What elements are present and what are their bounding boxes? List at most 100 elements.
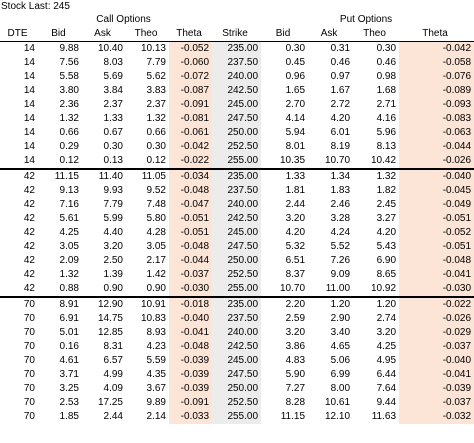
cell-put-theta: -0.063	[399, 126, 474, 140]
cell-put-ask: 5.06	[330, 355, 351, 366]
cell-put-theta: -0.042	[399, 41, 474, 56]
cell-put-bid: 6.51	[285, 255, 306, 266]
cell-put-theta: -0.026	[399, 154, 474, 169]
cell-put-bid: 7.27	[285, 383, 306, 394]
cell-dte: 14	[23, 113, 35, 124]
cell-dte: 42	[23, 213, 35, 224]
cell-call-bid: 9.88	[59, 43, 79, 54]
table-row: 14 0.66 0.67 0.66 -0.061 250.00 5.94 6.01 5.96 -0…	[0, 126, 474, 140]
cell-dte: 42	[23, 241, 35, 252]
cell-put-ask: 7.26	[330, 255, 351, 266]
table-row: 70 1.85 2.44 2.14 -0.033 255.00 11.15 12.10 11.6…	[0, 410, 474, 424]
cell-put-theo: 0.30	[376, 43, 397, 54]
cell-strike: 240.00	[212, 198, 262, 212]
table-row: 14 3.80 3.84 3.83 -0.087 242.50 1.65 1.67 1.68 -0…	[0, 84, 474, 98]
table-row: 14 0.12 0.13 0.12 -0.022 255.00 10.35 10.70 10.4…	[0, 154, 474, 169]
table-row: 42 7.16 7.79 7.48 -0.047 240.00 2.44 2.46 2.45 -0…	[0, 198, 474, 212]
cell-call-theo: 1.42	[146, 269, 166, 280]
cell-put-ask: 10.70	[325, 155, 351, 166]
cell-put-theta: -0.029	[399, 326, 474, 340]
cell-dte: 70	[23, 341, 35, 352]
header-call-theo: Theo	[126, 27, 169, 42]
header-call-bid: Bid	[38, 27, 82, 42]
cell-put-ask: 6.01	[330, 127, 351, 138]
cell-put-theo: 0.98	[376, 71, 397, 82]
cell-call-theta: -0.051	[169, 212, 213, 226]
cell-dte: 70	[23, 355, 35, 366]
cell-call-bid: 2.36	[59, 99, 79, 110]
cell-call-bid: 2.53	[59, 397, 79, 408]
cell-call-theo: 2.17	[146, 255, 166, 266]
cell-put-theta: -0.032	[399, 410, 474, 424]
cell-put-ask: 0.97	[330, 71, 351, 82]
cell-call-bid: 4.25	[59, 227, 79, 238]
cell-call-theo: 11.05	[126, 168, 169, 184]
cell-strike: 235.00	[212, 296, 262, 312]
column-header-row: DTE Bid Ask Theo Theta Strike Bid Ask Th…	[0, 27, 474, 42]
cell-call-theta: -0.061	[169, 126, 213, 140]
cell-call-theo: 0.66	[146, 127, 166, 138]
cell-dte: 70	[23, 411, 35, 422]
cell-put-theo: 1.68	[376, 85, 397, 96]
cell-put-bid: 4.83	[285, 355, 306, 366]
options-table-body: 14 9.88 10.40 10.13 -0.052 235.00 0.30 0.31 0.30…	[0, 41, 474, 424]
cell-call-ask: 11.40	[82, 168, 126, 184]
cell-call-bid: 0.29	[59, 141, 79, 152]
cell-call-ask: 0.30	[103, 141, 123, 152]
cell-dte: 70	[0, 296, 38, 312]
cell-put-ask: 0.31	[330, 43, 351, 54]
header-call-theta: Theta	[169, 27, 213, 42]
cell-dte: 14	[23, 99, 35, 110]
cell-call-bid: 4.61	[59, 355, 79, 366]
cell-call-ask: 1.33	[103, 113, 123, 124]
table-row: 42 3.05 3.20 3.05 -0.048 247.50 5.32 5.52 5.43 -0…	[0, 240, 474, 254]
cell-dte: 14	[23, 71, 35, 82]
cell-call-ask: 4.09	[103, 383, 123, 394]
stock-last-label: Stock Last: 245	[1, 1, 70, 12]
cell-call-theta: -0.044	[169, 254, 213, 268]
cell-strike: 242.50	[212, 340, 262, 354]
cell-call-theo: 3.67	[146, 383, 166, 394]
header-dte: DTE	[0, 27, 38, 42]
cell-put-ask: 1.67	[330, 85, 351, 96]
cell-call-theta: -0.039	[169, 382, 213, 396]
cell-call-theta: -0.041	[169, 326, 213, 340]
cell-call-ask: 9.93	[103, 185, 123, 196]
cell-call-theo: 2.14	[146, 411, 166, 422]
cell-put-ask: 8.00	[330, 383, 351, 394]
cell-strike: 237.50	[212, 56, 262, 70]
cell-call-theo: 3.05	[146, 241, 166, 252]
table-row: 70 2.53 17.25 9.89 -0.091 252.50 8.28 10.61 9.44…	[0, 396, 474, 410]
cell-call-bid: 9.13	[59, 185, 79, 196]
cell-call-bid: 3.05	[59, 241, 79, 252]
cell-put-theta: -0.052	[399, 226, 474, 240]
cell-call-bid: 1.32	[59, 113, 79, 124]
cell-call-ask: 5.69	[103, 71, 123, 82]
cell-call-theta: -0.040	[169, 312, 213, 326]
cell-put-theo: 9.44	[376, 397, 397, 408]
cell-dte: 42	[23, 227, 35, 238]
cell-call-ask: 14.75	[97, 313, 123, 324]
cell-call-theta: -0.048	[169, 184, 213, 198]
cell-call-ask: 5.99	[103, 213, 123, 224]
table-row: 42 1.32 1.39 1.42 -0.037 252.50 8.37 9.09 8.65 -0…	[0, 268, 474, 282]
cell-put-theta: -0.093	[399, 98, 474, 112]
cell-put-theo: 2.74	[376, 313, 397, 324]
cell-put-bid: 2.44	[285, 199, 306, 210]
cell-put-theo: 2.45	[376, 199, 397, 210]
cell-call-ask: 6.57	[103, 355, 123, 366]
cell-put-theo: 1.20	[353, 296, 400, 312]
cell-strike: 245.00	[212, 354, 262, 368]
cell-call-bid: 3.71	[59, 369, 79, 380]
table-row: 14 9.88 10.40 10.13 -0.052 235.00 0.30 0.31 0.30…	[0, 41, 474, 56]
cell-dte: 42	[23, 199, 35, 210]
cell-call-theo: 9.89	[146, 397, 166, 408]
cell-put-bid: 3.86	[285, 341, 306, 352]
cell-strike: 240.00	[212, 70, 262, 84]
table-row: 70 4.61 6.57 5.59 -0.039 245.00 4.83 5.06 4.95 -0…	[0, 354, 474, 368]
cell-strike: 235.00	[212, 41, 262, 56]
cell-call-theo: 4.35	[146, 369, 166, 380]
cell-call-bid: 5.58	[59, 71, 79, 82]
cell-call-theo: 0.90	[146, 283, 166, 294]
cell-dte: 14	[23, 43, 35, 54]
